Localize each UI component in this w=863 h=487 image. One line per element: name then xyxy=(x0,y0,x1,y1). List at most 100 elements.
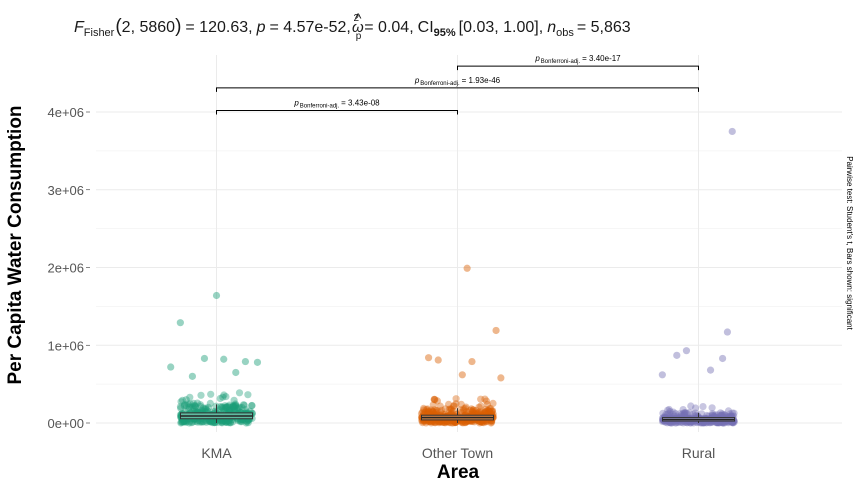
data-point xyxy=(424,417,432,425)
data-point xyxy=(698,410,706,418)
data-point xyxy=(198,418,206,426)
data-point xyxy=(178,396,187,404)
data-point xyxy=(695,415,703,423)
data-point xyxy=(730,418,738,426)
data-point xyxy=(236,403,244,411)
data-point xyxy=(180,402,188,410)
data-point xyxy=(191,417,200,425)
data-point xyxy=(199,408,207,416)
data-point xyxy=(467,405,475,413)
data-point xyxy=(207,390,215,398)
data-point xyxy=(489,399,497,407)
data-point xyxy=(720,411,729,419)
data-point xyxy=(181,401,189,409)
outlier-point xyxy=(200,354,209,363)
data-point xyxy=(429,407,437,416)
data-point xyxy=(425,408,433,416)
data-point xyxy=(430,395,438,404)
x-tick-label: Other Town xyxy=(422,445,493,461)
y-tick-label: 4e+06 xyxy=(47,105,84,120)
data-point xyxy=(711,413,719,421)
data-point xyxy=(182,418,190,426)
data-point xyxy=(451,416,459,425)
comparison-bracket: pBonferroni-adj. = 3.43e-08 xyxy=(216,98,458,115)
data-point xyxy=(229,418,237,426)
data-point xyxy=(707,418,715,426)
data-point xyxy=(446,405,454,413)
data-point xyxy=(176,403,185,411)
grid-layer xyxy=(96,55,842,432)
data-point xyxy=(429,401,437,409)
data-point xyxy=(224,417,232,425)
data-point xyxy=(196,401,204,409)
data-point xyxy=(225,419,233,427)
data-point xyxy=(220,391,228,399)
data-point xyxy=(659,409,667,417)
data-point xyxy=(213,408,221,416)
data-point xyxy=(444,418,452,426)
data-point xyxy=(680,413,688,421)
data-point xyxy=(243,418,251,426)
data-point xyxy=(212,402,220,410)
data-point xyxy=(665,413,673,421)
data-point xyxy=(224,403,232,411)
data-point xyxy=(721,416,729,424)
data-point xyxy=(222,418,230,426)
data-point xyxy=(447,419,455,427)
outlier-point xyxy=(463,264,471,272)
outlier-point xyxy=(434,356,442,364)
data-point xyxy=(427,406,435,414)
data-point xyxy=(235,404,243,412)
data-point xyxy=(248,401,256,410)
data-point xyxy=(482,397,491,405)
data-point xyxy=(708,404,716,412)
outlier-point xyxy=(706,366,715,374)
data-point xyxy=(682,409,690,417)
data-point xyxy=(190,405,198,413)
data-point xyxy=(198,417,206,426)
data-point xyxy=(725,413,733,421)
data-point xyxy=(215,416,224,424)
data-point xyxy=(473,416,481,425)
data-point xyxy=(481,411,489,419)
data-point xyxy=(670,416,678,424)
data-point xyxy=(488,407,497,415)
data-point xyxy=(238,403,246,412)
data-point xyxy=(669,408,677,416)
data-point xyxy=(225,401,234,409)
data-point xyxy=(420,411,428,419)
data-point xyxy=(689,410,697,418)
data-point xyxy=(664,410,672,418)
data-point xyxy=(189,403,197,411)
data-point xyxy=(433,406,441,415)
data-point xyxy=(222,403,230,412)
data-point xyxy=(461,404,469,412)
data-point xyxy=(487,417,495,425)
data-point xyxy=(179,418,187,426)
data-point xyxy=(480,419,488,427)
data-point xyxy=(666,409,674,417)
data-point xyxy=(447,417,455,425)
chart-caption: Pairwise test: Student's t, Bars shown: … xyxy=(845,156,854,330)
data-point xyxy=(460,406,468,414)
data-point xyxy=(216,403,224,411)
data-point xyxy=(218,418,227,426)
data-point xyxy=(473,410,482,419)
data-point xyxy=(209,417,217,426)
bracket-line xyxy=(216,109,458,115)
data-point xyxy=(463,408,471,416)
data-point xyxy=(459,419,467,427)
comparison-brackets: pBonferroni-adj. = 3.43e-08 pBonferroni-ad… xyxy=(216,54,699,115)
data-point xyxy=(461,419,469,427)
data-point xyxy=(681,409,689,417)
data-point xyxy=(190,411,198,419)
data-point xyxy=(449,419,457,427)
data-point xyxy=(467,417,475,425)
data-point xyxy=(671,415,679,423)
data-point xyxy=(244,419,252,427)
data-point xyxy=(480,417,488,425)
y-tick-label: 2e+06 xyxy=(47,261,84,276)
data-point xyxy=(436,402,444,410)
data-point xyxy=(457,409,465,417)
data-point xyxy=(221,404,229,412)
